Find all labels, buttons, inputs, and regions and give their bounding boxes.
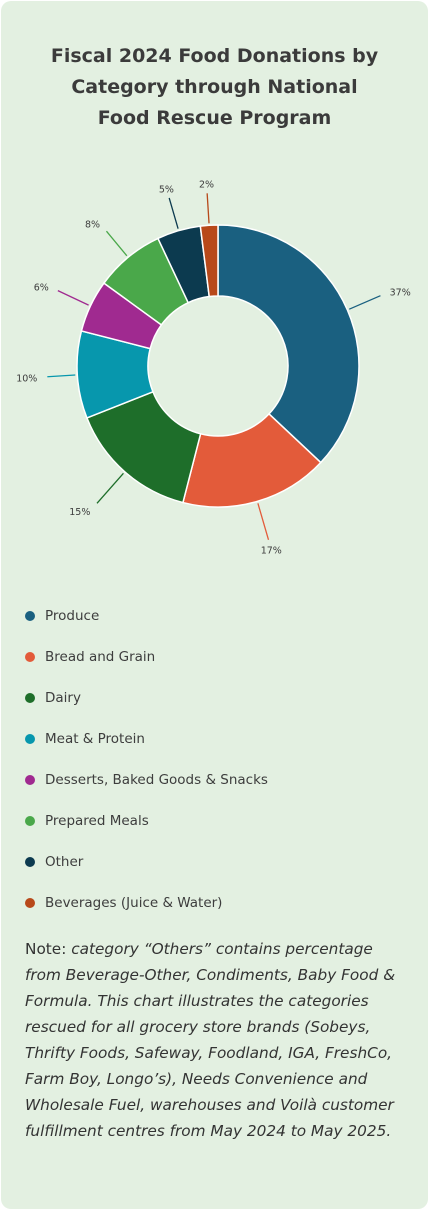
legend-item-beverages-juice-water: Beverages (Juice & Water) (25, 882, 268, 923)
legend-label: Prepared Meals (45, 812, 149, 829)
note-prefix: Note: (25, 940, 72, 958)
leader-line-bread-and-grain (257, 503, 270, 540)
slice-beverages-juice-water (199, 224, 219, 298)
legend-item-prepared-meals: Prepared Meals (25, 800, 268, 841)
legend-swatch (25, 610, 35, 621)
donut-chart: 37% 17% 15% 10% 6% 8% 5% 2% (16, 179, 411, 556)
legend-swatch (25, 733, 35, 744)
chart-note: Note: category “Others” contains percent… (25, 936, 410, 1144)
leader-line-produce (348, 295, 381, 310)
slice-produce (217, 224, 360, 464)
legend-label: Meat & Protein (45, 730, 145, 747)
legend-swatch (25, 692, 35, 703)
legend-swatch (25, 815, 35, 826)
leader-line-meat-protein (47, 374, 76, 378)
chart-title: Fiscal 2024 Food Donations by Category t… (1, 41, 428, 134)
leader-line-other (168, 197, 179, 229)
data-label-other: 5% (159, 184, 174, 195)
legend-label: Bread and Grain (45, 648, 156, 665)
legend-item-dairy: Dairy (25, 677, 268, 718)
note-text: category “Others” contains percentage fr… (25, 940, 396, 1140)
legend-item-desserts-baked-goods-snacks: Desserts, Baked Goods & Snacks (25, 759, 268, 800)
data-label-prepared-meals: 8% (85, 219, 100, 230)
data-label-beverages-juice-water: 2% (199, 179, 214, 190)
leader-line-prepared-meals (105, 230, 128, 257)
data-label-dairy: 15% (69, 507, 90, 518)
leader-line-beverages-juice-water (206, 193, 210, 224)
legend-item-produce: Produce (25, 595, 268, 636)
legend-swatch (25, 774, 35, 785)
legend-item-bread-and-grain: Bread and Grain (25, 636, 268, 677)
chart-title-line: Fiscal 2024 Food Donations by (50, 45, 379, 67)
legend-swatch (25, 856, 35, 867)
legend-item-meat-protein: Meat & Protein (25, 718, 268, 759)
legend-label: Desserts, Baked Goods & Snacks (45, 771, 268, 788)
data-label-bread-and-grain: 17% (261, 545, 282, 556)
legend-swatch (25, 897, 35, 908)
data-label-produce: 37% (390, 288, 411, 299)
chart-title-line: Category through National (71, 76, 358, 98)
legend-label: Other (45, 853, 84, 870)
legend-label: Beverages (Juice & Water) (45, 894, 223, 911)
leader-line-desserts-baked-goods-snacks (57, 290, 89, 306)
slice-bread-and-grain (182, 412, 322, 508)
legend-label: Dairy (45, 689, 81, 706)
data-label-desserts-baked-goods-snacks: 6% (34, 282, 49, 293)
data-label-meat-protein: 10% (16, 373, 37, 384)
leader-line-dairy (96, 472, 124, 504)
legend-swatch (25, 651, 35, 662)
legend-item-other: Other (25, 841, 268, 882)
chart-title-line: Food Rescue Program (97, 107, 332, 129)
legend-label: Produce (45, 607, 100, 624)
chart-legend: Produce Bread and Grain Dairy Meat & Protei… (25, 595, 268, 923)
